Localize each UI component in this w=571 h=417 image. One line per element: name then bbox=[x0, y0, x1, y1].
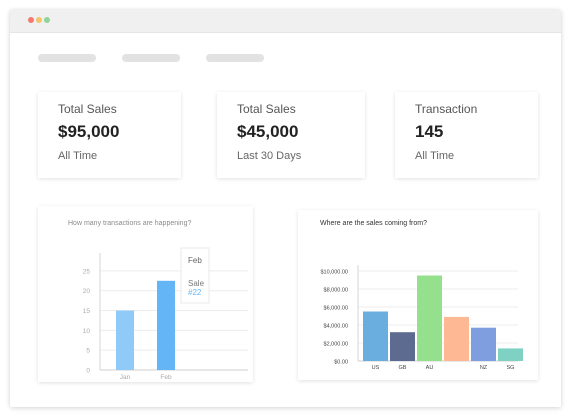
window-close-button[interactable] bbox=[28, 17, 34, 23]
chart-title: How many transactions are happening? bbox=[68, 220, 192, 227]
tooltip-box bbox=[180, 247, 210, 304]
y-tick-label: $2,000.00 bbox=[324, 342, 348, 348]
tooltip-value: #22 bbox=[188, 288, 202, 297]
bar-au[interactable] bbox=[417, 275, 442, 362]
chart-tooltip: Feb Sale #22 bbox=[180, 247, 210, 304]
y-tick-label: $8,000.00 bbox=[324, 288, 348, 294]
tooltip-label: Sale bbox=[188, 279, 205, 288]
bar-unlabeled[interactable] bbox=[444, 316, 469, 361]
y-tick-label: $6,000.00 bbox=[324, 306, 348, 312]
x-tick-label: AU bbox=[426, 365, 434, 371]
bar-feb[interactable] bbox=[157, 280, 175, 370]
stat-card-total-sales: Total Sales $95,000 All Time bbox=[38, 92, 181, 178]
bar-us[interactable] bbox=[363, 311, 388, 362]
stat-sub: Last 30 Days bbox=[237, 150, 302, 162]
y-tick-label: 10 bbox=[83, 328, 91, 335]
bar-gb[interactable] bbox=[390, 332, 415, 361]
nav-placeholder-2[interactable] bbox=[122, 54, 180, 62]
stat-label: Transaction bbox=[415, 102, 478, 116]
x-tick-label: Feb bbox=[160, 374, 172, 381]
x-tick-label: GB bbox=[399, 365, 407, 371]
stat-card-total-sales-30-days: Total Sales $45,000 Last 30 Days bbox=[217, 92, 365, 178]
y-tick-label: 15 bbox=[83, 308, 91, 315]
x-tick-label: US bbox=[372, 365, 380, 371]
y-tick-label: $0.00 bbox=[334, 360, 348, 366]
transactions-bar-chart: 0 5 10 15 20 25 Jan Feb Feb Sale #22 bbox=[83, 247, 248, 381]
nav-placeholder-1[interactable] bbox=[38, 54, 96, 62]
stat-sub: All Time bbox=[58, 150, 98, 162]
window-titlebar bbox=[10, 10, 561, 33]
stat-value: 145 bbox=[415, 122, 444, 141]
bar-nz[interactable] bbox=[471, 327, 496, 361]
y-tick-label: 5 bbox=[86, 348, 90, 355]
x-tick-label: Jan bbox=[120, 374, 131, 381]
chart-title: Where are the sales coming from? bbox=[320, 220, 427, 227]
nav-placeholder-3[interactable] bbox=[206, 54, 264, 62]
y-tick-label: $10,000.00 bbox=[320, 270, 348, 276]
stat-card-transactions: Transaction 145 All Time bbox=[395, 92, 538, 178]
sales-chart-card: Where are the sales coming from? $0.00 $2… bbox=[298, 210, 538, 380]
y-tick-label: $4,000.00 bbox=[324, 324, 348, 330]
y-tick-label: 20 bbox=[83, 288, 91, 295]
stat-label: Total Sales bbox=[237, 102, 296, 116]
y-tick-label: 25 bbox=[83, 268, 91, 275]
x-tick-label: NZ bbox=[480, 365, 488, 371]
stat-value: $95,000 bbox=[58, 122, 120, 141]
window-minimize-button[interactable] bbox=[36, 17, 42, 23]
stat-label: Total Sales bbox=[58, 102, 117, 116]
tooltip-month: Feb bbox=[188, 256, 202, 265]
bar-sg[interactable] bbox=[498, 348, 523, 361]
sales-bar-chart: $0.00 $2,000.00 $4,000.00 $6,000.00 $8,000.0… bbox=[320, 265, 523, 371]
transactions-chart-card: How many transactions are happening? 0 5 1… bbox=[38, 206, 253, 382]
stat-sub: All Time bbox=[415, 150, 455, 162]
browser-window: Total Sales $95,000 All Time Total Sales… bbox=[10, 10, 561, 407]
bar-jan[interactable] bbox=[116, 310, 134, 370]
y-tick-label: 0 bbox=[86, 368, 90, 375]
stat-value: $45,000 bbox=[237, 122, 299, 141]
x-tick-label: SG bbox=[507, 365, 515, 371]
window-maximize-button[interactable] bbox=[44, 17, 50, 23]
